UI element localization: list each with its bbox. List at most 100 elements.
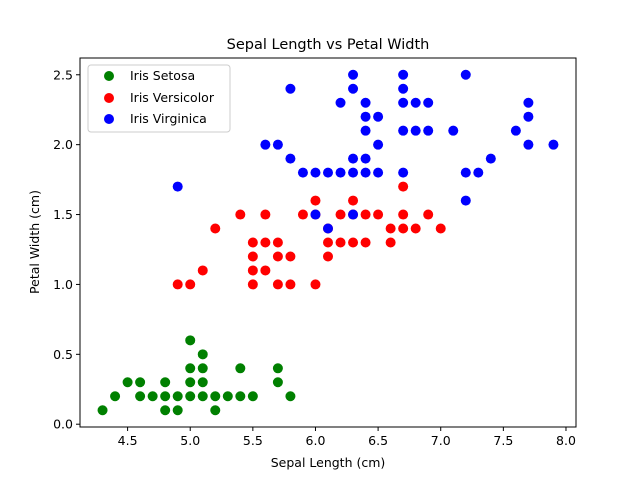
point-iris-setosa-6 <box>160 405 171 416</box>
point-iris-versicolor-5 <box>247 279 258 290</box>
legend-marker-versicolor <box>104 93 114 103</box>
point-iris-versicolor-37 <box>410 223 421 234</box>
point-iris-versicolor-25 <box>335 209 346 220</box>
point-iris-setosa-11 <box>185 391 196 402</box>
x-tick-label: 5.5 <box>243 433 263 448</box>
point-iris-virginica-36 <box>460 167 471 178</box>
x-tick-label: 5.0 <box>180 433 200 448</box>
point-iris-virginica-13 <box>348 167 359 178</box>
point-iris-setosa-22 <box>235 391 246 402</box>
point-iris-setosa-27 <box>285 391 296 402</box>
point-iris-versicolor-10 <box>260 237 271 248</box>
point-iris-versicolor-28 <box>348 195 359 206</box>
point-iris-setosa-14 <box>185 335 196 346</box>
point-iris-versicolor-0 <box>172 279 183 290</box>
point-iris-setosa-7 <box>160 391 171 402</box>
point-iris-versicolor-14 <box>272 237 283 248</box>
point-iris-versicolor-13 <box>272 251 283 262</box>
point-iris-virginica-26 <box>398 125 409 136</box>
point-iris-setosa-20 <box>210 391 221 402</box>
point-iris-virginica-8 <box>323 223 333 234</box>
points-layer <box>97 69 559 416</box>
point-iris-virginica-0 <box>172 181 183 192</box>
y-tick-label: 2.0 <box>53 137 73 152</box>
x-axis: 4.5 5.0 5.5 6.0 6.5 7.0 7.5 8.0 <box>118 427 576 448</box>
point-iris-virginica-7 <box>310 167 321 178</box>
point-iris-versicolor-26 <box>348 237 359 248</box>
point-iris-virginica-17 <box>360 167 371 178</box>
x-axis-title: Sepal Length (cm) <box>271 455 386 470</box>
point-iris-setosa-0 <box>97 405 108 416</box>
point-iris-virginica-14 <box>348 153 359 164</box>
point-iris-versicolor-36 <box>398 181 409 192</box>
legend-label-setosa: Iris Setosa <box>130 68 195 83</box>
point-iris-virginica-35 <box>460 195 471 206</box>
point-iris-versicolor-9 <box>260 265 271 276</box>
y-tick-label: 0.5 <box>53 347 73 362</box>
point-iris-virginica-25 <box>398 167 409 178</box>
point-iris-setosa-25 <box>272 377 283 388</box>
point-iris-virginica-6 <box>310 209 321 220</box>
point-iris-virginica-30 <box>410 125 421 136</box>
point-iris-versicolor-22 <box>323 237 333 248</box>
y-axis-title: Petal Width (cm) <box>27 190 42 294</box>
point-iris-versicolor-20 <box>310 195 321 206</box>
legend-marker-virginica <box>104 114 114 124</box>
point-iris-versicolor-18 <box>310 279 321 290</box>
point-iris-virginica-21 <box>360 97 371 108</box>
legend-label-virginica: Iris Virginica <box>130 111 207 126</box>
point-iris-virginica-42 <box>523 111 534 122</box>
point-iris-virginica-20 <box>360 111 371 122</box>
point-iris-virginica-27 <box>398 97 409 108</box>
point-iris-setosa-2 <box>122 377 133 388</box>
point-iris-versicolor-24 <box>335 237 346 248</box>
x-tick-label: 7.0 <box>431 433 451 448</box>
point-iris-setosa-13 <box>185 363 196 374</box>
point-iris-versicolor-39 <box>435 223 446 234</box>
point-iris-versicolor-11 <box>260 209 271 220</box>
point-iris-versicolor-34 <box>398 223 409 234</box>
point-iris-virginica-19 <box>360 125 371 136</box>
x-tick-label: 6.5 <box>368 433 388 448</box>
point-iris-setosa-4 <box>135 377 146 388</box>
point-iris-setosa-9 <box>172 405 183 416</box>
point-iris-setosa-18 <box>197 349 208 360</box>
point-iris-versicolor-31 <box>373 209 384 220</box>
legend-frame <box>87 64 231 133</box>
y-tick-label: 1.5 <box>53 207 73 222</box>
point-iris-versicolor-8 <box>247 237 258 248</box>
point-iris-versicolor-4 <box>235 209 246 220</box>
legend-label-versicolor: Iris Versicolor <box>130 90 215 105</box>
point-iris-virginica-16 <box>348 69 359 80</box>
plot-frame <box>79 57 577 428</box>
point-iris-versicolor-1 <box>185 279 196 290</box>
point-iris-setosa-17 <box>197 363 208 374</box>
y-tick-label: 1.0 <box>53 277 73 292</box>
point-iris-virginica-29 <box>398 69 409 80</box>
chart-title: Sepal Length vs Petal Width <box>227 37 430 53</box>
point-iris-virginica-41 <box>523 139 534 150</box>
point-iris-versicolor-2 <box>197 265 208 276</box>
point-iris-setosa-26 <box>272 363 283 374</box>
point-iris-setosa-15 <box>197 391 208 402</box>
y-tick-label: 2.5 <box>53 67 73 82</box>
point-iris-virginica-33 <box>423 97 434 108</box>
point-iris-virginica-9 <box>323 167 333 178</box>
point-iris-setosa-21 <box>222 391 233 402</box>
point-iris-virginica-24 <box>373 111 384 122</box>
point-iris-versicolor-16 <box>285 251 296 262</box>
point-iris-versicolor-29 <box>360 237 371 248</box>
point-iris-versicolor-30 <box>360 209 371 220</box>
point-iris-virginica-31 <box>410 97 421 108</box>
legend: Iris Setosa Iris Versicolor Iris Virgini… <box>87 64 231 133</box>
point-iris-virginica-43 <box>523 97 534 108</box>
y-axis: 0.0 0.5 1.0 1.5 2.0 2.5 <box>53 67 80 432</box>
point-iris-setosa-3 <box>135 391 146 402</box>
point-iris-setosa-23 <box>235 363 246 374</box>
x-tick-label: 7.5 <box>493 433 513 448</box>
point-iris-setosa-12 <box>185 377 196 388</box>
point-iris-virginica-11 <box>335 97 346 108</box>
point-iris-setosa-19 <box>210 405 221 416</box>
